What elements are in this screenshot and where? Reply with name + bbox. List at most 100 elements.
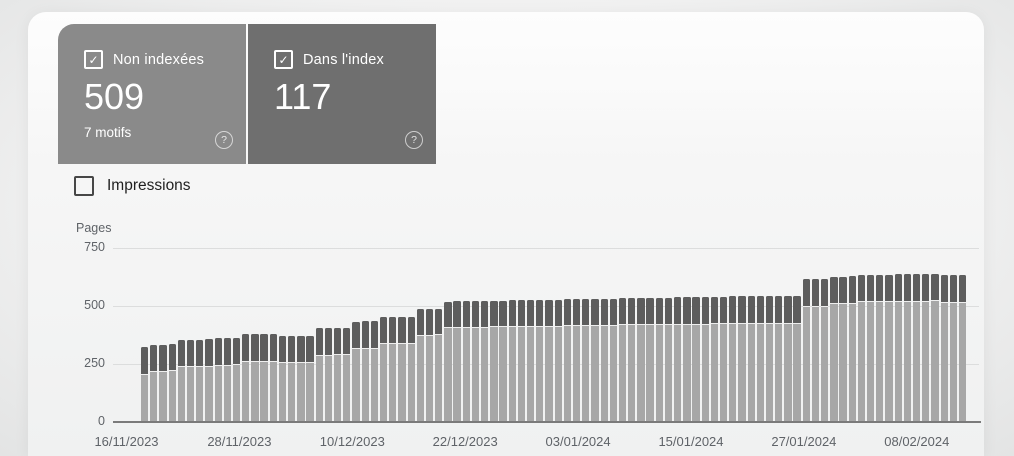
bar-day-21[interactable]	[333, 327, 342, 421]
bar-day-34[interactable]	[453, 301, 461, 421]
bar-day-2[interactable]	[159, 344, 167, 421]
bar-day-5[interactable]	[186, 339, 195, 421]
bar-day-22[interactable]	[343, 327, 351, 421]
card-indexed[interactable]: ✓ Dans l'index 117 ?	[248, 24, 436, 164]
bar-day-11[interactable]	[242, 334, 250, 421]
bar-day-31[interactable]	[425, 309, 434, 421]
bar-day-81[interactable]	[885, 274, 893, 421]
segment-indexed	[885, 274, 893, 302]
bar-day-50[interactable]	[600, 298, 608, 421]
bar-day-16[interactable]	[288, 336, 296, 421]
bar-day-6[interactable]	[196, 339, 204, 421]
bar-day-25[interactable]	[370, 321, 379, 421]
bar-day-75[interactable]	[830, 276, 838, 421]
bar-day-7[interactable]	[205, 339, 213, 421]
bar-day-27[interactable]	[389, 317, 397, 421]
bar-day-13[interactable]	[260, 333, 268, 421]
bar-day-84[interactable]	[912, 274, 921, 421]
bar-day-46[interactable]	[563, 299, 572, 421]
bar-day-38[interactable]	[490, 300, 498, 421]
bar-day-10[interactable]	[232, 337, 241, 421]
bar-day-48[interactable]	[582, 299, 590, 421]
bar-day-74[interactable]	[821, 279, 829, 421]
bar-day-24[interactable]	[361, 321, 369, 421]
help-icon[interactable]: ?	[215, 131, 233, 149]
bar-day-40[interactable]	[508, 300, 516, 421]
bar-day-80[interactable]	[876, 274, 884, 421]
bar-day-49[interactable]	[591, 299, 599, 421]
bar-day-43[interactable]	[536, 300, 544, 421]
bar-day-56[interactable]	[655, 297, 663, 421]
bar-day-59[interactable]	[683, 297, 691, 421]
bar-day-4[interactable]	[177, 339, 186, 421]
bar-day-19[interactable]	[315, 328, 323, 421]
bar-day-12[interactable]	[251, 334, 259, 421]
bar-day-36[interactable]	[471, 301, 480, 421]
bar-day-63[interactable]	[719, 296, 728, 421]
bar-day-87[interactable]	[940, 274, 948, 421]
bar-day-64[interactable]	[729, 296, 737, 421]
bar-day-89[interactable]	[958, 274, 967, 421]
bar-day-30[interactable]	[416, 309, 424, 421]
bar-day-44[interactable]	[545, 299, 553, 421]
bar-day-14[interactable]	[269, 333, 277, 421]
question-mark-glyph: ?	[221, 134, 227, 146]
bar-day-52[interactable]	[618, 298, 627, 421]
bar-day-57[interactable]	[664, 297, 673, 421]
bar-day-32[interactable]	[435, 308, 443, 421]
bar-day-62[interactable]	[710, 296, 719, 421]
bar-day-86[interactable]	[931, 273, 939, 421]
bar-day-53[interactable]	[628, 298, 636, 421]
bar-day-78[interactable]	[857, 274, 866, 421]
bar-day-88[interactable]	[949, 274, 958, 421]
bar-day-23[interactable]	[352, 321, 360, 421]
bar-day-18[interactable]	[306, 335, 314, 421]
bar-day-77[interactable]	[848, 276, 856, 421]
bar-day-9[interactable]	[223, 338, 231, 421]
bar-day-20[interactable]	[324, 328, 333, 421]
bar-day-39[interactable]	[499, 300, 507, 421]
bar-day-85[interactable]	[922, 274, 930, 421]
help-icon[interactable]: ?	[405, 131, 423, 149]
indexed-checkbox[interactable]: ✓	[274, 50, 293, 69]
bar-day-69[interactable]	[775, 296, 783, 421]
bar-day-29[interactable]	[407, 317, 415, 421]
bar-day-17[interactable]	[297, 335, 305, 421]
bar-day-83[interactable]	[903, 274, 912, 421]
bar-day-0[interactable]	[141, 347, 149, 421]
bar-day-41[interactable]	[517, 300, 526, 421]
bar-day-8[interactable]	[214, 338, 222, 421]
bar-day-58[interactable]	[674, 297, 682, 421]
bar-day-70[interactable]	[784, 296, 792, 421]
bar-day-35[interactable]	[462, 301, 470, 421]
bar-day-28[interactable]	[398, 317, 406, 421]
bar-day-72[interactable]	[802, 279, 810, 421]
bar-day-76[interactable]	[839, 276, 847, 421]
bar-day-3[interactable]	[168, 344, 176, 421]
card-non-indexed[interactable]: ✓ Non indexées 509 7 motifs ?	[58, 24, 246, 164]
bar-day-65[interactable]	[738, 296, 746, 421]
bar-day-73[interactable]	[811, 279, 820, 421]
non-indexed-checkbox[interactable]: ✓	[84, 50, 103, 69]
bar-day-45[interactable]	[554, 299, 562, 421]
bar-day-71[interactable]	[793, 296, 801, 421]
bar-day-82[interactable]	[894, 274, 902, 421]
bar-day-61[interactable]	[701, 296, 709, 421]
impressions-checkbox[interactable]	[74, 176, 94, 196]
bar-day-42[interactable]	[526, 300, 535, 421]
bar-day-1[interactable]	[150, 344, 158, 421]
bar-day-68[interactable]	[765, 296, 774, 421]
bar-day-51[interactable]	[609, 298, 617, 421]
bar-day-67[interactable]	[756, 296, 765, 421]
bar-day-60[interactable]	[692, 296, 700, 421]
segment-indexed	[756, 296, 765, 325]
bar-day-47[interactable]	[572, 299, 581, 421]
bar-day-15[interactable]	[278, 336, 287, 421]
bar-day-66[interactable]	[747, 296, 755, 421]
bar-day-26[interactable]	[379, 317, 388, 421]
bar-day-55[interactable]	[646, 297, 654, 421]
bar-day-79[interactable]	[867, 274, 875, 421]
bar-day-37[interactable]	[481, 301, 489, 421]
bar-day-33[interactable]	[444, 301, 452, 421]
bar-day-54[interactable]	[637, 297, 645, 421]
